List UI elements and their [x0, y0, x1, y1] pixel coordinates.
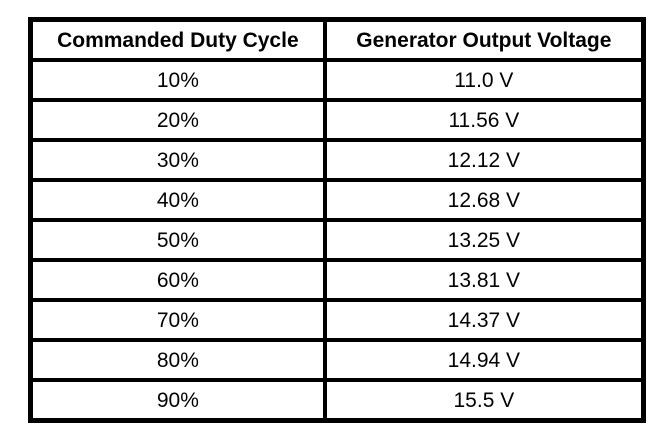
table-row: 40% 12.68 V — [28, 178, 646, 222]
table-row: 60% 13.81 V — [28, 258, 646, 302]
table-header-row: Commanded Duty Cycle Generator Output Vo… — [28, 17, 646, 62]
table-row: 90% 15.5 V — [28, 378, 646, 423]
table-row: 10% 11.0 V — [28, 58, 646, 102]
duty-cycle-value: 30% — [28, 138, 327, 182]
duty-cycle-value: 60% — [28, 258, 327, 302]
duty-cycle-value: 70% — [28, 298, 327, 342]
table-row: 80% 14.94 V — [28, 338, 646, 382]
output-voltage-value: 12.68 V — [322, 178, 646, 222]
output-voltage-value: 12.12 V — [322, 138, 646, 182]
column-header-duty-cycle: Commanded Duty Cycle — [28, 17, 327, 62]
output-voltage-value: 14.94 V — [322, 338, 646, 382]
table-row: 20% 11.56 V — [28, 98, 646, 142]
duty-cycle-value: 10% — [28, 58, 327, 102]
output-voltage-value: 11.56 V — [322, 98, 646, 142]
duty-cycle-value: 40% — [28, 178, 327, 222]
table-row: 30% 12.12 V — [28, 138, 646, 182]
output-voltage-value: 13.25 V — [322, 218, 646, 262]
output-voltage-value: 15.5 V — [322, 378, 646, 423]
output-voltage-value: 11.0 V — [322, 58, 646, 102]
duty-cycle-value: 50% — [28, 218, 327, 262]
table-row: 70% 14.37 V — [28, 298, 646, 342]
duty-cycle-voltage-table: Commanded Duty Cycle Generator Output Vo… — [28, 17, 646, 423]
duty-cycle-value: 90% — [28, 378, 327, 423]
duty-cycle-value: 20% — [28, 98, 327, 142]
output-voltage-value: 13.81 V — [322, 258, 646, 302]
duty-cycle-value: 80% — [28, 338, 327, 382]
column-header-output-voltage: Generator Output Voltage — [322, 17, 646, 62]
table-row: 50% 13.25 V — [28, 218, 646, 262]
output-voltage-value: 14.37 V — [322, 298, 646, 342]
